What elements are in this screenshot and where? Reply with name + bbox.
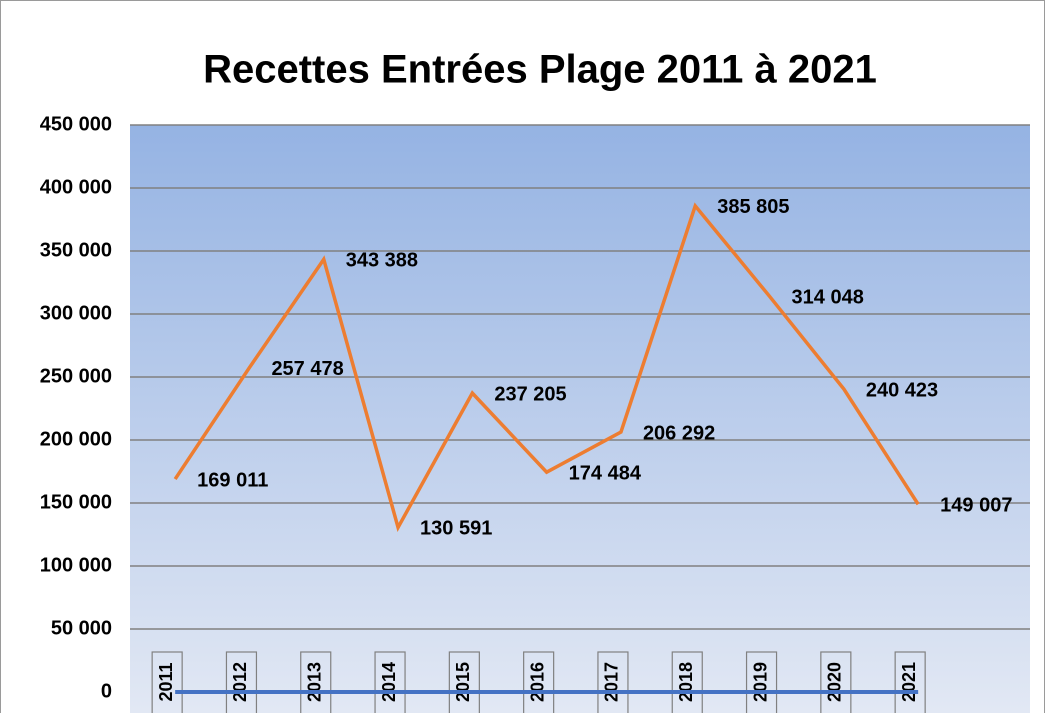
data-label: 343 388 xyxy=(346,250,418,272)
x-tick-label: 2020 xyxy=(825,662,845,702)
data-label: 130 591 xyxy=(420,518,492,540)
y-tick-label: 350 000 xyxy=(40,239,112,261)
category-box xyxy=(745,651,778,713)
y-tick-label: 50 000 xyxy=(51,617,112,639)
x-tick-label: 2012 xyxy=(230,662,250,702)
data-label: 149 007 xyxy=(940,495,1012,517)
category-box xyxy=(671,651,703,713)
category-box xyxy=(374,651,406,713)
x-tick-label: 2021 xyxy=(899,662,919,702)
y-tick-label: 0 xyxy=(101,680,112,702)
chart-title: Recettes Entrées Plage 2011 à 2021 xyxy=(203,48,877,92)
category-box xyxy=(820,651,852,713)
data-label: 174 484 xyxy=(569,462,642,484)
data-label: 237 205 xyxy=(494,383,566,405)
y-tick-label: 450 000 xyxy=(40,113,112,135)
category-box xyxy=(448,651,480,713)
x-tick-label: 2019 xyxy=(750,662,770,702)
category-box xyxy=(151,651,183,713)
x-tick-label: 2016 xyxy=(527,662,547,702)
x-tick-label: 2011 xyxy=(156,662,176,701)
category-box xyxy=(523,651,555,713)
category-box xyxy=(300,651,332,713)
y-tick-label: 100 000 xyxy=(40,554,112,576)
y-tick-label: 150 000 xyxy=(40,491,112,513)
x-tick-label: 2013 xyxy=(305,662,325,702)
y-tick-label: 200 000 xyxy=(40,428,112,450)
x-tick-label: 2014 xyxy=(379,662,399,702)
y-tick-label: 300 000 xyxy=(40,302,112,324)
category-box xyxy=(894,651,926,713)
data-label: 240 423 xyxy=(866,379,938,401)
data-label: 385 805 xyxy=(717,196,789,218)
x-tick-label: 2015 xyxy=(453,662,473,702)
data-label: 169 011 xyxy=(197,469,268,491)
data-label: 314 048 xyxy=(792,287,864,309)
y-tick-label: 400 000 xyxy=(40,176,112,198)
plot-area xyxy=(130,125,1030,713)
x-tick-label: 2017 xyxy=(602,662,622,702)
x-tick-label: 2018 xyxy=(676,662,696,702)
data-label: 206 292 xyxy=(643,422,715,444)
data-label: 257 478 xyxy=(271,358,343,380)
category-box xyxy=(597,651,629,713)
data-line xyxy=(173,202,920,533)
category-box xyxy=(225,651,258,713)
y-tick-label: 250 000 xyxy=(40,365,112,387)
